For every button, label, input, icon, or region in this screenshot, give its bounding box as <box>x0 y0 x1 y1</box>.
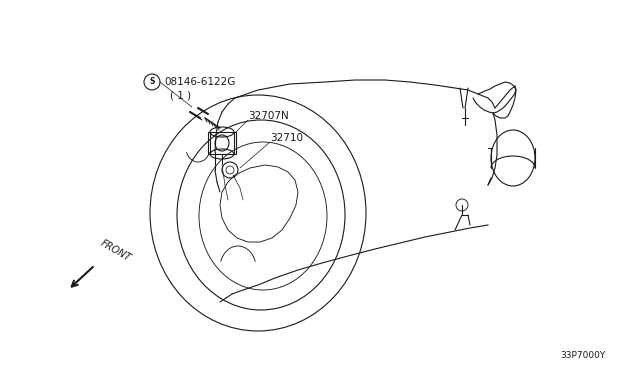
Text: 32707N: 32707N <box>248 111 289 121</box>
Text: ( 1 ): ( 1 ) <box>170 91 191 101</box>
Text: 32710: 32710 <box>270 133 303 143</box>
Text: FRONT: FRONT <box>99 238 132 263</box>
Text: 33P7000Y: 33P7000Y <box>560 350 605 359</box>
Text: 08146-6122G: 08146-6122G <box>164 77 236 87</box>
Text: S: S <box>149 77 155 87</box>
